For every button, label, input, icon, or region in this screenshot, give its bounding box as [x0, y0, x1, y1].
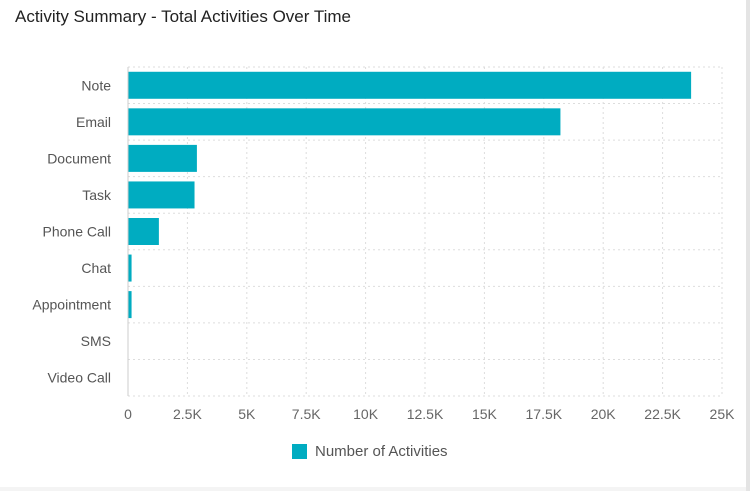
card-bottom-border [0, 487, 746, 491]
x-tick-label: 22.5K [644, 406, 681, 422]
legend-swatch [292, 444, 307, 459]
y-category-label: Task [82, 187, 112, 203]
y-category-label: Document [47, 150, 111, 166]
bar-chart: 0 2.5K 5K 7.5K 10K 12.5K 15K 17.5K 20K 22.5K 25K No… [32, 66, 735, 422]
bar[interactable] [128, 108, 561, 136]
y-category-label: Phone Call [43, 224, 112, 240]
bar[interactable] [128, 144, 197, 172]
x-tick-label: 12.5K [407, 406, 444, 422]
x-tick-label: 10K [353, 406, 379, 422]
x-tick-label: 5K [238, 406, 256, 422]
chart-legend[interactable]: Number of Activities [292, 443, 448, 460]
bar[interactable] [128, 71, 692, 99]
y-category-label: Note [81, 77, 111, 93]
x-tick-label: 2.5K [173, 406, 202, 422]
x-tick-label: 25K [710, 406, 736, 422]
x-tick-label: 7.5K [292, 406, 321, 422]
x-tick-label: 0 [124, 406, 132, 422]
x-tick-label: 15K [472, 406, 498, 422]
y-category-label: Chat [81, 260, 111, 276]
bars [128, 71, 692, 319]
bar[interactable] [128, 291, 132, 319]
axes: 0 2.5K 5K 7.5K 10K 12.5K 15K 17.5K 20K 22.5K 25K No… [32, 67, 735, 422]
card-right-border [746, 0, 750, 491]
y-category-label: SMS [81, 333, 111, 349]
y-category-label: Video Call [47, 370, 111, 386]
chart-title: Activity Summary - Total Activities Over… [15, 7, 351, 26]
y-category-label: Appointment [32, 297, 111, 313]
bar[interactable] [128, 218, 159, 245]
x-tick-label: 20K [591, 406, 617, 422]
grid-lines [128, 66, 723, 397]
x-tick-label: 17.5K [526, 406, 563, 422]
y-category-label: Email [76, 114, 111, 130]
bar[interactable] [128, 181, 195, 209]
legend-label: Number of Activities [315, 443, 448, 460]
bar[interactable] [128, 254, 132, 282]
